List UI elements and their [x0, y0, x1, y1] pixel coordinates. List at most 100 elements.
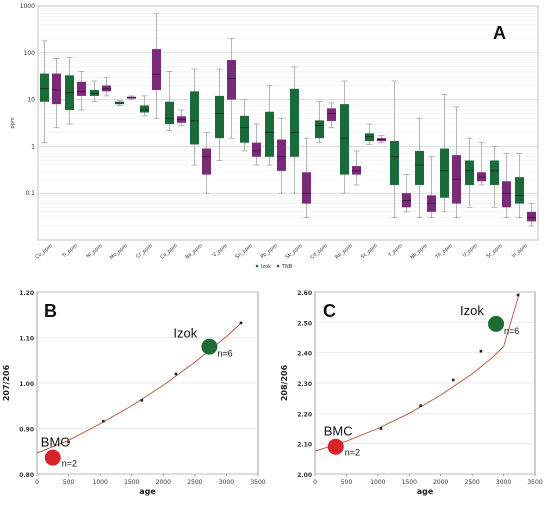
group-label-bmc: BMC	[324, 424, 353, 439]
y-tick-label: 2.40	[297, 351, 312, 358]
group-count-bmc: n=2	[345, 448, 360, 458]
group-label-izok: Izok	[173, 326, 197, 341]
box-izok	[390, 141, 399, 185]
box-tnb	[77, 81, 86, 96]
box-izok	[290, 88, 299, 157]
box-izok	[440, 148, 449, 198]
box-izok	[140, 105, 149, 113]
box-tnb	[102, 85, 111, 92]
y-axis-label: 207/206	[2, 364, 11, 401]
x-tick-label: Cd_ppm	[309, 243, 329, 261]
x-tick-label: Ni_ppm	[85, 243, 103, 260]
x-tick-label: 1000	[370, 479, 385, 486]
y-axis-label: ppm	[10, 117, 16, 128]
box-tnb	[52, 73, 61, 105]
x-tick-label: 500	[63, 479, 75, 486]
x-tick-label: 1500	[124, 479, 139, 486]
x-tick-label: 2000	[156, 479, 171, 486]
y-tick-label: 0.90	[19, 427, 34, 434]
x-tick-label: Sc_ppm	[360, 243, 379, 260]
box-tnb	[202, 148, 211, 175]
box-izok	[365, 133, 374, 142]
legend-label-tnb: TNB	[281, 264, 293, 270]
box-tnb	[327, 108, 336, 121]
x-tick-label: 1000	[93, 479, 108, 486]
data-point	[379, 427, 383, 430]
box-tnb	[527, 211, 536, 222]
x-tick-label: V_ppm	[212, 243, 229, 259]
x-tick-label: Cr_ppm	[135, 243, 154, 260]
x-tick-label: 500	[341, 479, 353, 486]
y-tick-label: 10	[27, 97, 35, 104]
box-tnb	[152, 49, 161, 91]
x-axis-label: age	[139, 487, 156, 496]
data-point	[419, 404, 422, 408]
legend-marker-izok	[255, 264, 259, 268]
box-izok	[40, 73, 49, 102]
growth-curve	[36, 321, 243, 454]
group-count-izok: n=6	[217, 349, 232, 359]
box-tnb	[352, 166, 361, 175]
data-point	[67, 440, 70, 444]
x-tick-label: In_ppm	[511, 243, 529, 259]
box-izok	[190, 91, 199, 145]
data-point	[174, 372, 178, 376]
x-tick-label: Sn_ppm	[235, 243, 254, 261]
box-izok	[465, 160, 474, 185]
y-tick-label: 2.00	[297, 472, 312, 479]
x-tick-label: 3000	[219, 479, 234, 486]
x-tick-label: 3000	[496, 479, 511, 486]
box-izok	[340, 104, 349, 175]
x-tick-label: 2500	[187, 479, 202, 486]
legend-marker-tnb	[276, 264, 280, 268]
x-tick-label: Pb_ppm	[260, 243, 279, 260]
box-tnb	[502, 181, 511, 208]
x-tick-label: Co_ppm	[34, 243, 53, 261]
group-marker-bmc	[44, 449, 61, 466]
x-tick-label: 3500	[527, 479, 542, 486]
box-tnb	[277, 139, 286, 171]
x-tick-label: Y_ppm	[386, 243, 404, 259]
group-marker-bmc	[327, 438, 344, 455]
x-tick-label: Sb_ppm	[285, 243, 304, 261]
x-tick-label: Ti_ppm	[60, 243, 79, 260]
box-izok	[490, 160, 499, 185]
group-marker-izok	[201, 338, 218, 355]
box-izok	[265, 111, 274, 157]
group-count-bmc: n=2	[62, 459, 77, 469]
group-label-izok: Izok	[460, 303, 484, 318]
group-marker-izok	[488, 315, 505, 332]
data-point	[102, 419, 105, 423]
y-tick-label: 1.20	[19, 290, 34, 297]
box-izok	[240, 115, 249, 143]
panel-label-b: B	[44, 301, 57, 321]
x-tick-label: 1500	[402, 479, 417, 486]
legend-label-izok: Izok	[261, 264, 271, 270]
box-izok	[90, 90, 99, 96]
box-tnb	[302, 172, 311, 204]
box-izok	[515, 177, 524, 204]
box-tnb	[252, 142, 261, 157]
y-tick-label: 2.60	[297, 290, 312, 297]
x-tick-label: Rb_ppm	[334, 243, 354, 261]
x-tick-label: Sr_ppm	[485, 243, 503, 260]
y-tick-label: 2.10	[297, 442, 312, 449]
y-tick-label: 1000	[20, 3, 35, 10]
plot-frame-a	[37, 5, 539, 241]
data-point	[239, 321, 243, 325]
x-tick-label: Mo_ppm	[109, 243, 129, 261]
x-tick-label: Cu_ppm	[159, 243, 179, 261]
x-tick-label: Ba_ppm	[184, 243, 203, 261]
box-tnb	[477, 172, 486, 182]
y-tick-label: 100	[24, 50, 36, 57]
x-axis-label: age	[417, 487, 434, 496]
x-tick-label: 2500	[465, 479, 480, 486]
group-count-izok: n=6	[504, 326, 519, 336]
box-izok	[165, 101, 174, 125]
x-tick-label: 3500	[250, 479, 265, 486]
y-tick-label: 0.80	[19, 472, 34, 479]
x-tick-label: Th_ppm	[434, 243, 454, 261]
x-tick-label: U_ppm	[462, 243, 479, 259]
y-tick-label: 2.50	[297, 320, 312, 327]
